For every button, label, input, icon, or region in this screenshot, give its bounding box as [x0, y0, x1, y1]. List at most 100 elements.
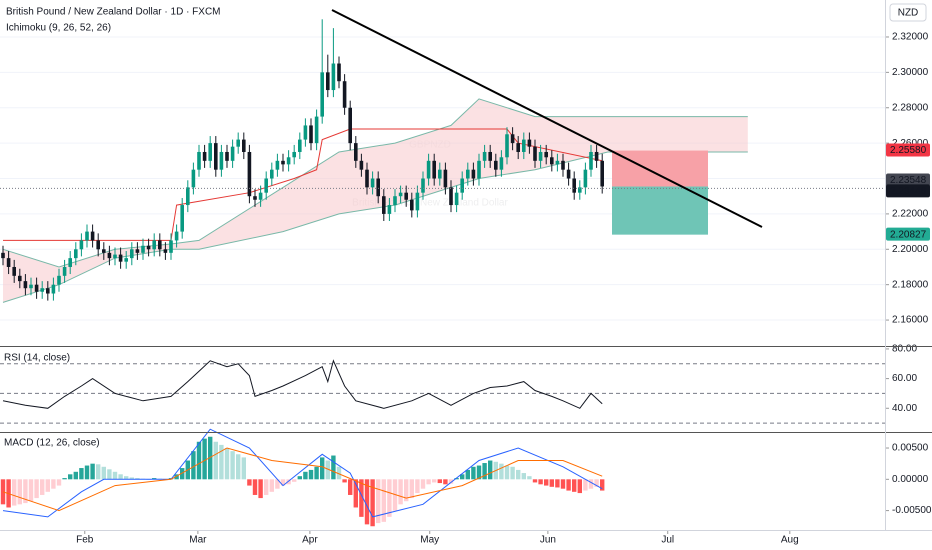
price-label-box: [886, 143, 930, 157]
candle-body: [124, 258, 128, 262]
candle-body: [342, 81, 347, 108]
candle-body: [23, 281, 28, 289]
candle-body: [320, 72, 324, 117]
macd-bar: [208, 436, 213, 480]
candle-body: [415, 192, 420, 211]
macd-bar: [538, 479, 543, 485]
macd-bar: [191, 451, 196, 480]
macd-bar: [499, 463, 504, 480]
macd-bar: [174, 474, 179, 480]
macd-bar: [28, 479, 34, 502]
macd-bar: [258, 479, 263, 499]
x-tick-label: Apr: [302, 535, 318, 546]
candle-body: [51, 284, 56, 294]
candle-body: [337, 63, 341, 82]
macd-bar: [404, 479, 409, 502]
candle-body: [225, 151, 229, 161]
candle-body: [516, 143, 520, 152]
macd-bar: [555, 479, 560, 488]
currency-label: NZD: [898, 8, 919, 19]
macd-bar: [12, 479, 17, 506]
candle-body: [34, 284, 39, 292]
x-tick-label: Jul: [661, 535, 674, 546]
candle-body: [12, 266, 16, 276]
candle-body: [505, 134, 509, 158]
macd-bar: [135, 478, 140, 480]
plot-layer: 2.160002.180002.200002.220002.240002.260…: [0, 19, 932, 546]
candle-body: [527, 139, 532, 147]
macd-bar: [488, 460, 493, 480]
macd-bar: [280, 479, 286, 486]
macd-bar: [370, 479, 375, 527]
macd-bar: [381, 479, 386, 522]
candle-body: [398, 192, 403, 197]
y-tick-label: 40.00: [892, 403, 917, 414]
candle-body: [359, 160, 364, 170]
y-tick-label: 2.16000: [892, 315, 929, 326]
macd-bar: [45, 479, 50, 492]
x-tick-label: Mar: [189, 535, 207, 546]
candle-body: [309, 125, 313, 144]
macd-bar: [264, 479, 269, 495]
candle-body: [146, 245, 151, 250]
chart-title: British Pound / New Zealand Dollar · 1D …: [6, 7, 221, 18]
macd-bar: [180, 468, 185, 480]
candle-body: [488, 151, 492, 161]
macd-bar: [426, 479, 431, 485]
macd-bar: [443, 479, 448, 485]
macd-bar: [516, 469, 521, 480]
candle-body: [152, 240, 156, 250]
macd-bar: [364, 479, 370, 525]
trend-line[interactable]: [331, 9, 763, 228]
candle-body: [432, 160, 436, 179]
candle-body: [242, 139, 246, 152]
candle-body: [348, 107, 352, 144]
candle-body: [74, 249, 78, 259]
y-tick-label: 2.26000: [892, 138, 929, 149]
candle-body: [572, 178, 576, 193]
candle-body: [253, 196, 257, 200]
macd-bar: [90, 463, 95, 480]
candle-body: [555, 160, 560, 165]
macd-line: [2, 428, 603, 518]
macd-bar: [460, 474, 465, 480]
y-tick-label: 60.00: [892, 373, 917, 384]
currency-box[interactable]: [889, 3, 927, 22]
candle-body: [583, 169, 588, 188]
candle-body: [460, 178, 464, 193]
candle-body: [544, 151, 548, 158]
macd-bar: [398, 479, 403, 505]
rsi-line: [2, 359, 603, 409]
macd-bar: [409, 479, 414, 499]
macd-bar: [213, 441, 218, 480]
candle-body: [46, 288, 50, 294]
macd-bar: [124, 476, 129, 480]
macd-bar: [448, 479, 454, 484]
candle-body: [163, 249, 168, 253]
candle-body: [40, 288, 44, 292]
macd-bar: [17, 479, 22, 505]
macd-bar: [387, 479, 392, 517]
macd-bar: [275, 479, 280, 489]
candle-body: [499, 157, 504, 170]
macd-bar: [112, 471, 118, 480]
macd-bar: [415, 479, 420, 494]
candle-body: [158, 240, 162, 250]
price-label: 2.25580: [890, 145, 927, 156]
candle-body: [29, 284, 33, 289]
price-label-box: [886, 227, 930, 241]
macd-bar: [476, 465, 482, 480]
candle-body: [90, 231, 95, 241]
kijun-line: [3, 128, 603, 241]
macd-bar: [56, 479, 62, 486]
macd-bar: [62, 478, 67, 480]
price-label: 2.20827: [890, 229, 927, 240]
macd-bar: [129, 477, 134, 480]
candle-body: [354, 143, 358, 161]
macd-bar: [454, 478, 459, 480]
candle-body: [387, 205, 392, 214]
macd-bar: [465, 469, 470, 480]
macd-bar: [544, 479, 549, 486]
candle-body: [169, 240, 173, 253]
